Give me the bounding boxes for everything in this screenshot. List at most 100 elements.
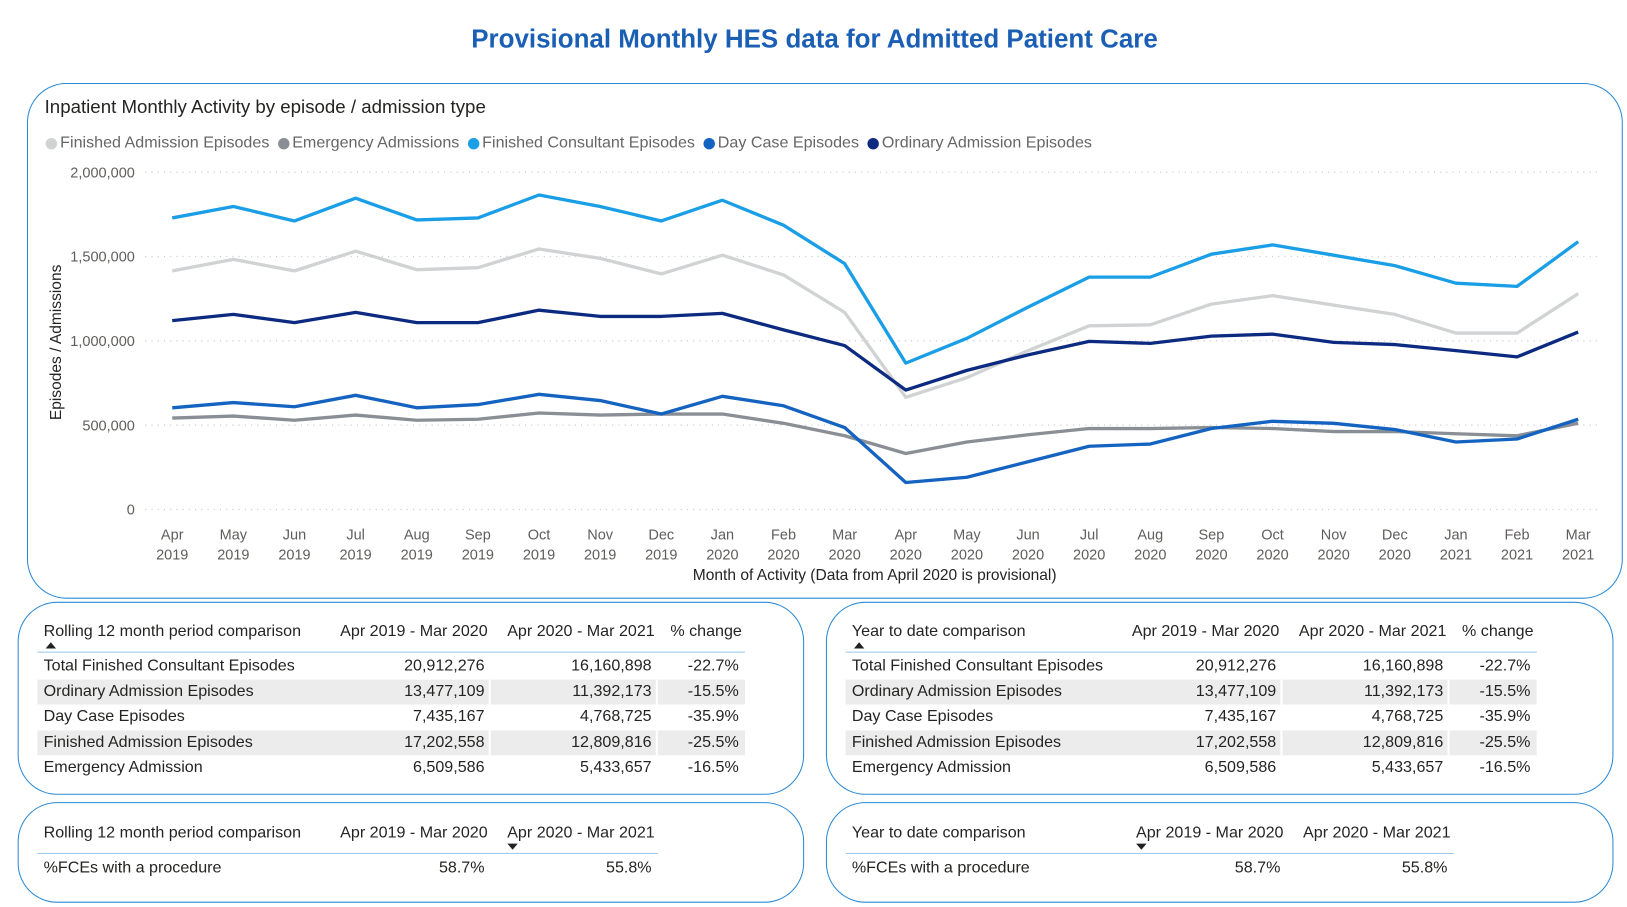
column-header[interactable]: Apr 2020 - Mar 2021 [1298,622,1447,641]
x-tick-month: Jul [346,528,365,544]
x-tick-month: Nov [1321,528,1348,544]
table-header-row: Year to date comparison Apr 2019 - Mar 20… [846,821,1454,846]
legend-item[interactable]: Emergency Admissions [277,134,459,153]
x-tick-year: 2020 [890,547,922,563]
column-header[interactable]: % change [1462,622,1534,641]
row-label: Emergency Admission [43,758,203,777]
x-tick-month: Sep [1199,528,1225,544]
legend-item[interactable]: Finished Consultant Episodes [467,134,695,153]
column-header[interactable]: Apr 2020 - Mar 2021 [507,823,655,842]
column-header[interactable]: % change [670,622,742,641]
x-tick-month: Mar [1566,528,1591,544]
cell-value: -25.5% [1479,733,1531,751]
cell-value: 13,477,109 [1195,682,1277,700]
x-tick-year: 2020 [706,547,738,563]
x-tick-month: Oct [1261,528,1284,544]
column-header[interactable]: Rolling 12 month period comparison [43,823,302,842]
x-tick-year: 2020 [829,547,861,563]
x-tick-year: 2019 [645,547,677,563]
column-header[interactable]: Apr 2020 - Mar 2021 [1303,823,1451,842]
cell-value: 11,392,173 [572,682,652,700]
table-row: Total Finished Consultant Episodes 20,912… [37,654,745,679]
table-row: Ordinary Admission Episodes 13,477,109 11,… [37,679,745,705]
x-tick-month: Jan [711,528,734,544]
table-header-row: Year to date comparison Apr 2019 - Mar 20… [846,619,1537,644]
x-tick-month: May [220,528,248,544]
column-header[interactable]: Apr 2019 - Mar 2020 [340,622,488,641]
table-row: Ordinary Admission Episodes 13,477,109 11,… [845,679,1537,705]
column-header[interactable]: Apr 2019 - Mar 2020 [1131,622,1280,641]
x-tick-month: Mar [832,528,857,544]
cell-value: -16.5% [1479,758,1531,777]
cell-value: 55.8% [606,859,652,877]
cell-value: 7,435,167 [1204,707,1277,726]
legend-label: Day Case Episodes [717,133,860,152]
column-header[interactable]: Year to date comparison [851,622,1026,641]
row-label: Finished Admission Episodes [43,733,253,751]
cell-separator [488,679,491,705]
legend-item[interactable]: Day Case Episodes [703,134,859,153]
cell-value: 13,477,109 [404,682,485,700]
column-header[interactable]: Apr 2020 - Mar 2021 [507,622,655,641]
x-tick-month: Jul [1080,528,1099,544]
y-tick-label: 1,500,000 [70,250,135,266]
cell-value: 58.7% [438,859,485,877]
x-tick-month: Aug [1137,528,1163,544]
x-tick-year: 2020 [1012,547,1044,563]
cell-separator [1447,729,1450,755]
x-tick-month: Sep [465,528,491,544]
row-label: Total Finished Consultant Episodes [851,656,1104,675]
x-tick-month: Oct [528,528,551,544]
chart-legend: Finished Admission Episodes Emergency Adm… [45,134,1092,153]
sort-ascending-icon [45,642,57,649]
table-row: %FCEs with a procedure 58.7% 55.8% [37,856,657,881]
legend-item[interactable]: Finished Admission Episodes [45,134,269,153]
table-row: %FCEs with a procedure 58.7% 55.8% [846,856,1454,881]
cell-separator [488,729,491,755]
x-tick-year: 2020 [951,547,983,563]
x-tick-year: 2019 [462,547,494,563]
cell-value: 17,202,558 [1195,733,1277,751]
series-line-emergency-admissions [172,411,1579,456]
cell-value: 20,912,276 [1195,656,1277,675]
x-tick-month: Dec [1382,528,1408,544]
column-header[interactable]: Year to date comparison [851,823,1026,842]
cell-separator [655,729,658,755]
table-header-row: Rolling 12 month period comparison Apr 20… [37,619,745,644]
rolling-proc-card [17,802,805,903]
table-row: Finished Admission Episodes 17,202,558 12,… [37,729,745,755]
x-tick-year: 2020 [1318,547,1350,563]
x-tick-month: Jun [1016,528,1039,544]
x-tick-year: 2019 [217,547,249,563]
column-header[interactable]: Apr 2019 - Mar 2020 [340,823,488,842]
cell-value: 16,160,898 [1362,656,1444,675]
column-header[interactable]: Rolling 12 month period comparison [43,622,302,641]
y-tick-label: 2,000,000 [70,165,135,181]
x-tick-year: 2019 [156,547,188,563]
table-row: Day Case Episodes 7,435,167 4,768,725 -35.9… [846,705,1537,730]
sort-ascending-icon [853,642,865,649]
header-divider [37,651,745,653]
x-tick-month: Apr [894,528,917,544]
cell-value: -35.9% [687,707,739,726]
row-label: Ordinary Admission Episodes [851,682,1062,700]
column-header[interactable]: Apr 2019 - Mar 2020 [1135,823,1284,842]
x-tick-year: 2020 [767,547,799,563]
cell-value: 55.8% [1401,859,1448,877]
header-divider [37,852,658,854]
x-axis-title: Month of Activity (Data from April 2020 … [693,567,1057,584]
legend-marker-icon [45,137,58,149]
sort-descending-icon [507,843,518,850]
legend-item[interactable]: Ordinary Admission Episodes [867,134,1092,153]
legend-label: Ordinary Admission Episodes [881,133,1092,152]
cell-value: -22.7% [687,656,739,675]
x-tick-year: 2020 [1134,547,1166,563]
x-tick-year: 2019 [339,547,371,563]
cell-separator [1447,679,1450,705]
x-tick-month: Jan [1444,528,1467,544]
chart-title: Inpatient Monthly Activity by episode / … [44,96,486,118]
ytd-proc-card [825,802,1614,903]
x-tick-year: 2019 [523,547,555,563]
y-tick-label: 500,000 [82,418,134,434]
x-tick-year: 2019 [584,547,616,563]
